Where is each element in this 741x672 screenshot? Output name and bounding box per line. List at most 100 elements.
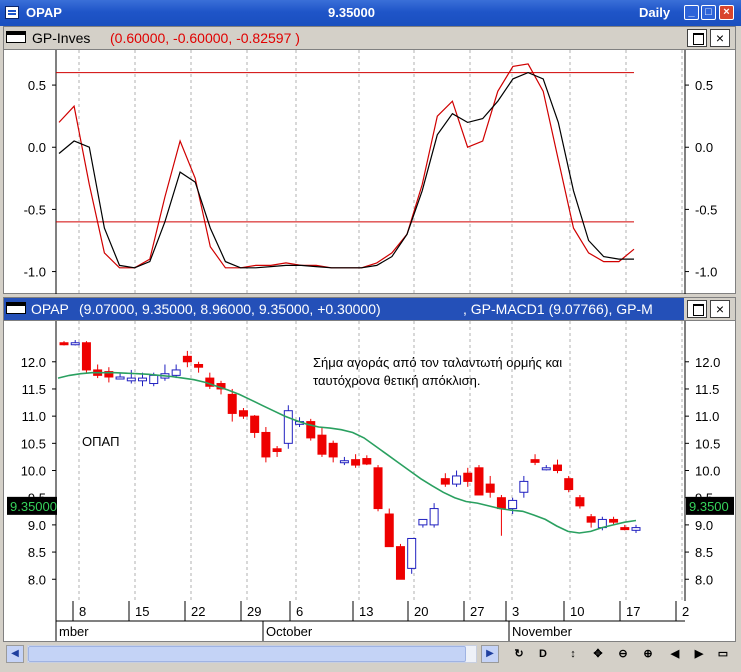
pane-close-button[interactable]: ×	[710, 29, 730, 47]
day-label: 6	[296, 604, 303, 619]
panel-toggle-icon[interactable]: ▭	[717, 648, 729, 660]
day-label: 17	[626, 604, 640, 619]
day-label: 20	[414, 604, 428, 619]
y-tick-label-right: 9.0	[695, 518, 713, 533]
slow-oscillator-line	[58, 71, 634, 269]
scroll-track[interactable]	[27, 645, 477, 663]
y-tick-label-right: 10.0	[695, 464, 720, 479]
candle-body	[194, 363, 204, 368]
price-badge-right-text: 9.3500	[689, 499, 729, 514]
price-header-extra: , GP-MACD1 (9.07766), GP-M	[463, 301, 653, 317]
chart-window-icon	[5, 6, 19, 19]
candle-body	[238, 410, 248, 417]
candle-body	[496, 497, 506, 510]
candle-body	[261, 431, 271, 458]
scroll-thumb[interactable]	[28, 646, 466, 662]
y-tick-label-right: 0.5	[695, 78, 713, 93]
pane-maximize-button[interactable]	[687, 300, 707, 318]
candle-body	[59, 342, 69, 346]
y-tick-label-right: 8.5	[695, 545, 713, 560]
y-tick-label: 0.0	[28, 140, 46, 155]
candle-body	[620, 527, 630, 531]
vertical-zoom-icon[interactable]: ↕	[570, 648, 576, 660]
price-header-symbol: OPAP	[31, 301, 69, 317]
step-left-icon[interactable]: ◀	[670, 648, 680, 660]
refresh-icon[interactable]: ↻	[514, 648, 524, 660]
window-titlebar: OPAP 9.35000 Daily _ □ ×	[0, 0, 741, 26]
candle-body	[418, 518, 428, 526]
scroll-left-button[interactable]: ◀	[6, 645, 24, 663]
fast-oscillator-line	[58, 63, 635, 269]
price-badge-left-text: 9.35000	[10, 499, 57, 514]
day-label: 27	[470, 604, 484, 619]
window-symbol: OPAP	[26, 5, 62, 20]
candle-body	[429, 508, 439, 526]
candle-body	[552, 464, 562, 472]
candle-body	[373, 467, 383, 510]
chart-label-opap: ΟΠΑΠ	[82, 434, 120, 449]
time-axis[interactable]: 8 15 22 29 6 13 20 27 3 10 17 2 mber October November	[4, 601, 735, 641]
candle-body	[272, 448, 282, 452]
candle-body	[440, 478, 450, 485]
y-tick-label-right: 11.5	[695, 382, 719, 397]
daily-button[interactable]: D	[539, 648, 547, 660]
candle-body	[631, 527, 641, 531]
candle-body	[171, 369, 181, 376]
y-tick-label: 10.0	[21, 464, 46, 479]
candle-body	[609, 518, 619, 523]
window-period: Daily	[639, 5, 671, 20]
y-tick-label: 12.0	[21, 355, 46, 370]
pane-maximize-button[interactable]	[687, 29, 707, 47]
y-tick-label: 10.5	[21, 436, 46, 451]
y-tick-label: -0.5	[24, 202, 46, 217]
y-tick-label: 11.0	[22, 409, 46, 424]
step-right-icon[interactable]: ▶	[694, 648, 704, 660]
minimize-button[interactable]: _	[684, 5, 699, 20]
indicator-name: GP-Inves	[32, 30, 91, 46]
month-label: November	[512, 624, 573, 639]
candle-body	[283, 410, 293, 444]
y-tick-label: -1.0	[24, 265, 46, 280]
zoom-in-icon[interactable]: ⊕	[643, 648, 653, 660]
price-chart[interactable]: 12.0 12.0 11.5 11.5 11.0 11.0 10.5 10.5 10.0 10.0…	[4, 321, 735, 601]
oscillator-chart[interactable]: 0.5 0.5 0.0 0.0 -0.5 -0.5 -1.0 -1.0	[4, 50, 735, 294]
y-tick-label-right: 12.0	[695, 355, 720, 370]
y-tick-label-right: -0.5	[695, 202, 717, 217]
day-label: 29	[247, 604, 261, 619]
candle-body	[104, 371, 114, 378]
zoom-out-icon[interactable]: ⊖	[618, 648, 628, 660]
candle-body	[250, 415, 260, 433]
candle-body	[384, 513, 394, 548]
scroll-right-button[interactable]: ▶	[481, 645, 499, 663]
indicator-pane: GP-Inves (0.60000, -0.60000, -0.82597 ) …	[3, 26, 736, 294]
day-label: 8	[79, 604, 86, 619]
indicator-values: (0.60000, -0.60000, -0.82597 )	[110, 30, 300, 46]
price-badge-left	[7, 496, 57, 515]
y-tick-label-right: -1.0	[695, 265, 717, 280]
price-header-values: (9.07000, 9.35000, 8.96000, 9.35000, +0.…	[79, 301, 381, 317]
maximize-icon	[693, 33, 704, 45]
close-button[interactable]: ×	[719, 5, 734, 20]
price-pane-header: OPAP (9.07000, 9.35000, 8.96000, 9.35000…	[4, 298, 735, 321]
candle-body	[306, 421, 316, 439]
y-tick-label-right: 10.5	[695, 436, 720, 451]
pane-close-button[interactable]: ×	[710, 300, 730, 318]
candle-body	[452, 475, 462, 485]
annotation-line-1: Σήμα αγοράς από τον ταλαντωτή ορμής και	[313, 355, 562, 370]
maximize-icon	[693, 304, 704, 316]
day-label: 15	[135, 604, 149, 619]
candle-body	[317, 434, 327, 455]
candle-body	[149, 374, 159, 385]
candle-body	[227, 393, 237, 414]
candle-body	[70, 342, 80, 346]
y-tick-label-right: 11.0	[695, 409, 719, 424]
candle-body	[138, 377, 148, 382]
y-tick-label-right: 8.0	[695, 572, 713, 587]
annotation-line-2: ταυτόχρονα θετική απόκλιση.	[313, 373, 481, 388]
candle-body	[81, 342, 91, 371]
candle-body	[575, 497, 585, 507]
maximize-button[interactable]: □	[701, 5, 716, 20]
move-icon[interactable]: ✥	[593, 648, 603, 660]
candle-body	[485, 483, 495, 493]
candle-body	[586, 516, 596, 523]
